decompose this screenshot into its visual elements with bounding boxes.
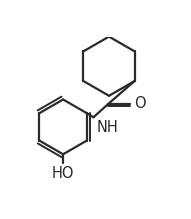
Text: HO: HO — [52, 166, 74, 181]
Text: O: O — [134, 96, 146, 111]
Text: NH: NH — [96, 120, 118, 135]
